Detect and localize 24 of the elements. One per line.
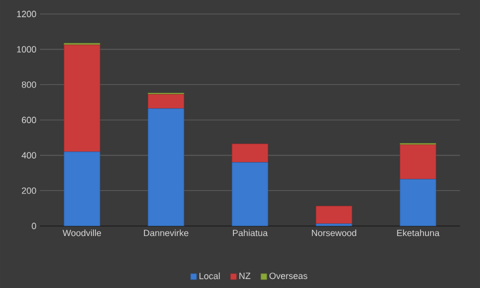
y-tick-label: 1000 xyxy=(17,46,36,53)
x-tick-label: Dannevirke xyxy=(144,230,188,236)
y-tick-label: 0 xyxy=(32,222,36,230)
y-tick-label: 1200 xyxy=(17,10,36,18)
bar xyxy=(316,206,352,224)
x-tick-label: Pahiatua xyxy=(232,230,268,236)
bar xyxy=(148,108,184,226)
legend-label: Local xyxy=(200,272,220,280)
bar xyxy=(148,94,184,109)
y-tick-label: 200 xyxy=(22,187,36,194)
legend-label: NZ xyxy=(239,272,250,279)
x-tick-label: Eketahuna xyxy=(397,230,440,236)
y-tick-label: 800 xyxy=(22,81,36,88)
x-tick-label: Norsewood xyxy=(312,230,356,236)
legend-label: Overseas xyxy=(270,272,308,280)
y-tick-label: 600 xyxy=(22,116,36,124)
bar xyxy=(232,144,268,163)
y-tick-label: 400 xyxy=(22,152,36,159)
bar xyxy=(64,44,100,152)
bar xyxy=(232,162,268,226)
x-tick-label: Woodville xyxy=(62,230,102,236)
bar xyxy=(400,178,436,226)
bar xyxy=(64,152,100,226)
bar xyxy=(400,144,436,180)
